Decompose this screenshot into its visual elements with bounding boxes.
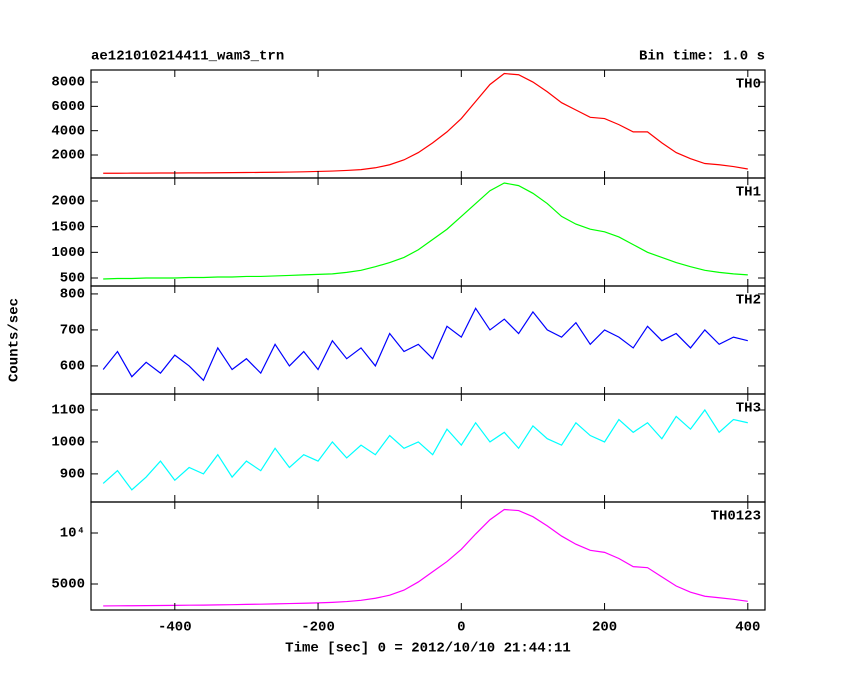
x-tick-label: 400 bbox=[735, 620, 760, 636]
y-tick-label: 10⁴ bbox=[60, 526, 85, 542]
y-tick-label: 2000 bbox=[51, 194, 85, 210]
series-line bbox=[102, 408, 748, 491]
y-tick-label: 1000 bbox=[51, 435, 85, 451]
series-line bbox=[103, 182, 748, 280]
y-tick-label: 5000 bbox=[51, 577, 85, 593]
panel-frame bbox=[90, 501, 766, 611]
series-name: TH0 bbox=[736, 77, 761, 93]
y-tick-label: 900 bbox=[60, 467, 85, 483]
series-line bbox=[103, 72, 748, 174]
y-tick-label: 1500 bbox=[51, 219, 85, 235]
y-tick-label: 600 bbox=[60, 359, 85, 375]
y-tick-label: 1000 bbox=[51, 245, 85, 261]
y-tick-label: 8000 bbox=[51, 75, 85, 91]
x-tick-label: -400 bbox=[158, 620, 192, 636]
x-tick-label: 200 bbox=[592, 620, 617, 636]
x-tick-label: 0 bbox=[457, 620, 465, 636]
y-tick-label: 800 bbox=[60, 287, 85, 303]
series-line bbox=[103, 508, 748, 607]
y-tick-label: 500 bbox=[60, 271, 85, 287]
y-tick-label: 700 bbox=[60, 323, 85, 339]
chart-subtitle: Bin time: 1.0 s bbox=[639, 49, 765, 65]
y-tick-label: 2000 bbox=[51, 148, 85, 164]
y-tick-label: 1100 bbox=[51, 403, 85, 419]
y-axis-label: Counts/sec bbox=[7, 298, 23, 382]
series-line bbox=[102, 307, 748, 382]
y-tick-label: 6000 bbox=[51, 99, 85, 115]
series-name: TH3 bbox=[736, 401, 761, 417]
x-tick-label: -200 bbox=[301, 620, 335, 636]
y-tick-label: 4000 bbox=[51, 123, 85, 139]
series-name: TH1 bbox=[736, 185, 761, 201]
series-name: TH0123 bbox=[711, 509, 761, 525]
x-axis-label: Time [sec] 0 = 2012/10/10 21:44:11 bbox=[285, 641, 571, 657]
series-name: TH2 bbox=[736, 293, 761, 309]
chart-title: ae121010214411_wam3_trn bbox=[91, 49, 284, 65]
